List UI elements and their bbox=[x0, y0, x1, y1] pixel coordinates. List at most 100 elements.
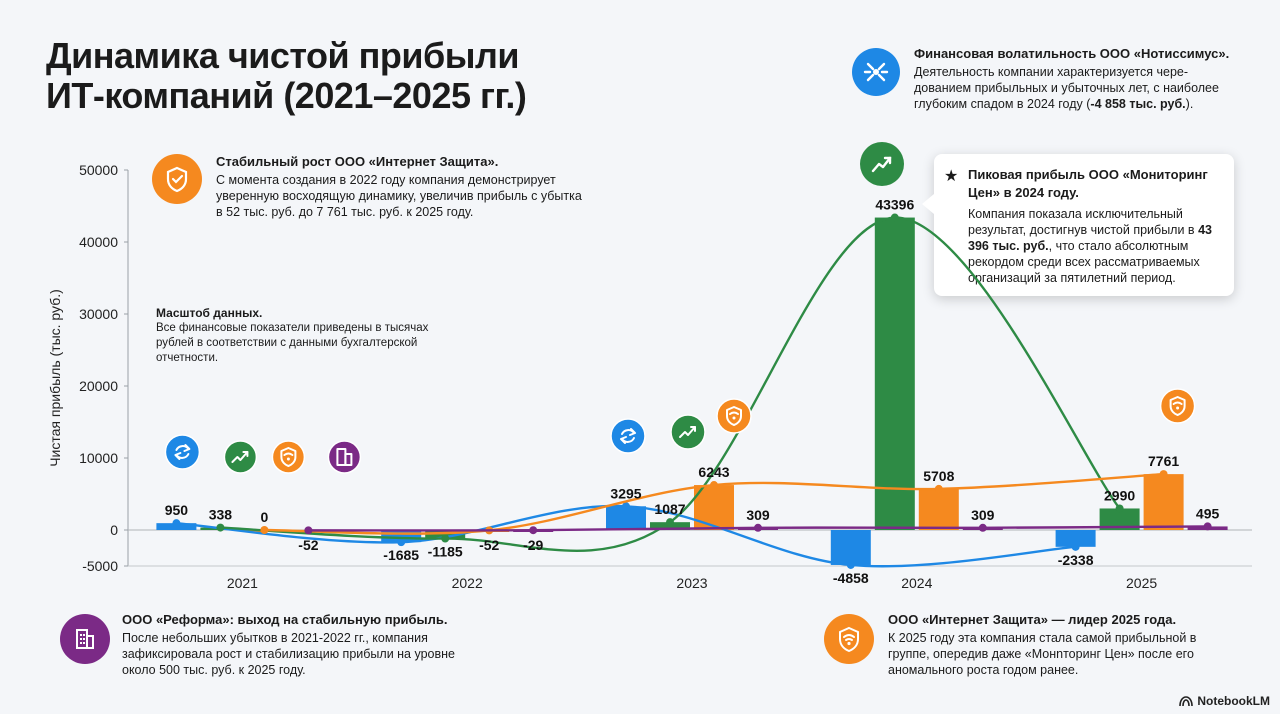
note-volatility: Финансовая волатильность ООО «Нотиссимус… bbox=[914, 46, 1244, 112]
series-point bbox=[666, 518, 674, 527]
data-label: 950 bbox=[165, 502, 189, 518]
data-label: 0 bbox=[261, 509, 269, 525]
series-point bbox=[934, 484, 943, 493]
series-point bbox=[1071, 542, 1080, 551]
note-leader-head: ООО «Интернет Защита» — лидер 2025 года. bbox=[888, 612, 1177, 627]
peak-callout: ★ Пиковая прибыль ООО «Мониторинг Цен» в… bbox=[922, 154, 1234, 296]
data-label: 7761 bbox=[1148, 453, 1179, 469]
data-label: -1185 bbox=[428, 544, 463, 560]
series-point bbox=[216, 523, 225, 532]
data-label: -1685 bbox=[383, 547, 419, 563]
note-leader: ООО «Интернет Защита» — лидер 2025 года.… bbox=[888, 612, 1238, 678]
series-point bbox=[1115, 504, 1124, 513]
note-scale-head: Масштоб данных. bbox=[156, 306, 263, 320]
bar bbox=[244, 530, 285, 532]
note-stable-growth: Стабильный рост ООО «Интернет Защита». С… bbox=[216, 154, 586, 220]
y-tick-label: -5000 bbox=[82, 558, 118, 574]
peak-callout-head: Пиковая прибыль ООО «Мониторинг Цен» в 2… bbox=[968, 167, 1208, 200]
data-label: 43396 bbox=[875, 197, 914, 213]
bar bbox=[694, 485, 734, 530]
bar bbox=[381, 530, 422, 543]
series-line bbox=[308, 525, 1208, 532]
recycle-icon bbox=[164, 434, 201, 470]
wifi-shield-icon bbox=[271, 440, 306, 474]
scatter-icon bbox=[852, 48, 900, 96]
series-point bbox=[397, 538, 406, 547]
note-stable-growth-head: Стабильный рост ООО «Интернет Защита». bbox=[216, 154, 499, 169]
series-point bbox=[172, 519, 181, 528]
series-point bbox=[710, 481, 718, 490]
x-tick-label: 2024 bbox=[901, 575, 932, 591]
peak-callout-body: Компания показала исключительный результ… bbox=[968, 207, 1212, 285]
bar bbox=[962, 527, 1003, 530]
y-tick-label: 50000 bbox=[79, 162, 118, 178]
data-label: 309 bbox=[746, 507, 770, 523]
note-volatility-head: Финансовая волатильность ООО «Нотиссимус… bbox=[914, 46, 1230, 61]
note-volatility-body: Деятельность компании характеризуется че… bbox=[914, 65, 1219, 111]
x-tick-label: 2025 bbox=[1126, 575, 1157, 591]
bar bbox=[738, 527, 778, 530]
bar bbox=[200, 527, 241, 530]
y-tick-label: 10000 bbox=[79, 450, 118, 466]
series-point bbox=[890, 213, 899, 222]
data-label: 495 bbox=[1196, 505, 1220, 521]
bar bbox=[513, 530, 554, 532]
y-tick-label: 0 bbox=[110, 522, 118, 538]
note-scale: Масштоб данных. Все финансовые показател… bbox=[156, 306, 456, 366]
series-point bbox=[754, 523, 762, 532]
y-tick-label: 30000 bbox=[79, 306, 118, 322]
data-label: 2990 bbox=[1104, 487, 1135, 503]
note-stable-growth-body: С момента создания в 2022 году компания … bbox=[216, 173, 582, 219]
series-line bbox=[264, 472, 1164, 535]
bar bbox=[1099, 508, 1140, 530]
note-reforma-body: После небольших убытков в 2021-2022 гг.,… bbox=[122, 631, 455, 677]
wifi-shield-icon bbox=[716, 398, 752, 434]
bar bbox=[650, 522, 690, 530]
brand-label: NotebookLM bbox=[1197, 694, 1270, 708]
trend-up-icon bbox=[860, 142, 904, 186]
bar bbox=[1143, 474, 1184, 530]
page-title: Динамика чистой прибыли ИТ-компаний (202… bbox=[46, 35, 527, 116]
building-icon bbox=[60, 614, 110, 664]
wifi-shield-icon bbox=[1159, 388, 1196, 424]
trend-up-icon bbox=[670, 414, 706, 450]
series-point bbox=[1159, 470, 1168, 479]
bar bbox=[918, 488, 959, 530]
y-tick-label: 40000 bbox=[79, 234, 118, 250]
series-point bbox=[485, 526, 494, 535]
bar bbox=[288, 530, 329, 532]
x-tick-label: 2021 bbox=[227, 575, 258, 591]
y-tick-label: 20000 bbox=[79, 378, 118, 394]
data-label: -52 bbox=[479, 537, 499, 553]
trend-up-icon bbox=[223, 440, 258, 474]
series-point bbox=[978, 523, 987, 532]
data-label: -4858 bbox=[833, 570, 869, 586]
data-label: 1087 bbox=[654, 501, 685, 517]
note-reforma-head: ООО «Реформа»: выход на стабильную прибы… bbox=[122, 612, 448, 627]
data-label: 309 bbox=[971, 507, 995, 523]
shield-icon bbox=[152, 154, 202, 204]
note-leader-body: К 2025 году эта компания стала самой при… bbox=[888, 631, 1197, 677]
series-point bbox=[441, 534, 450, 543]
recycle-icon bbox=[610, 418, 646, 454]
series-point bbox=[260, 526, 269, 534]
bar bbox=[830, 530, 871, 565]
series-line bbox=[176, 504, 1076, 568]
data-label: -29 bbox=[523, 537, 543, 553]
bar bbox=[1055, 530, 1096, 547]
x-tick-label: 2023 bbox=[676, 575, 707, 591]
data-label: 6243 bbox=[698, 464, 729, 480]
brand: NotebookLM bbox=[1179, 694, 1270, 708]
note-reforma: ООО «Реформа»: выход на стабильную прибы… bbox=[122, 612, 492, 678]
data-label: 338 bbox=[209, 507, 233, 523]
series-point bbox=[846, 560, 855, 569]
x-tick-label: 2022 bbox=[452, 575, 483, 591]
data-label: -52 bbox=[298, 537, 318, 553]
y-axis-label: Чистая прибыль (тыс. руб.) bbox=[47, 289, 63, 467]
star-icon: ★ bbox=[944, 168, 959, 185]
data-label: 5708 bbox=[923, 468, 954, 484]
bar bbox=[156, 523, 197, 530]
data-label: -2338 bbox=[1058, 552, 1094, 568]
note-scale-body: Все финансовые показатели приведены в ты… bbox=[156, 322, 429, 364]
bar bbox=[874, 217, 915, 530]
